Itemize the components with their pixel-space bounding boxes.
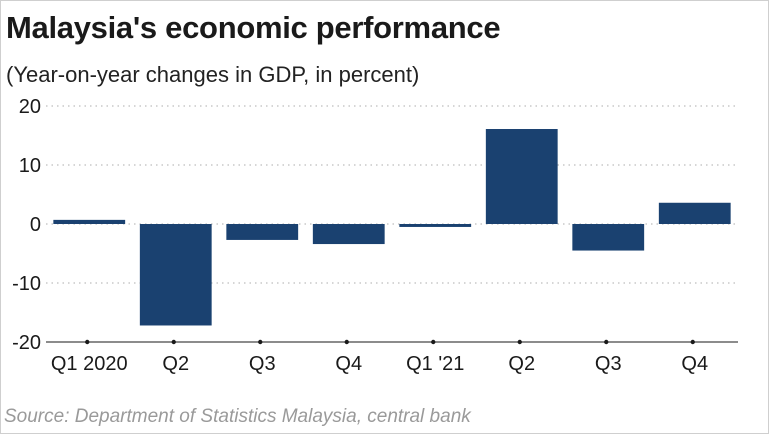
bars [53,129,731,326]
x-axis-ticks: Q1 2020 Q2 Q3 Q4 Q1 '21 Q2 Q3 Q4 [51,339,708,375]
bar-3 [312,224,385,245]
y-tick-label-3: -10 [12,273,41,295]
x-tick-label-5: Q2 [508,353,535,375]
x-tick-label-1: Q2 [162,353,189,375]
x-tick-mark-0 [85,339,90,345]
y-tick-label-1: 10 [19,155,41,177]
bar-6 [572,224,645,251]
x-tick-label-7: Q4 [681,353,708,375]
x-tick-mark-6 [604,339,609,345]
bar-7 [658,202,731,224]
x-tick-mark-2 [258,339,263,345]
x-tick-mark-1 [171,339,176,345]
x-tick-mark-7 [690,339,695,345]
bar-1 [139,224,212,326]
x-tick-mark-4 [431,339,436,345]
x-tick-label-6: Q3 [595,353,622,375]
bar-chart: 20 10 0 -10 -20 Q1 2020 Q2 Q3 Q4 Q1 '21 Q2 Q3 Q4 [12,96,738,375]
x-tick-label-0: Q1 2020 [51,353,128,375]
bar-4 [399,224,472,227]
y-axis-ticks: 20 10 0 -10 -20 [12,96,41,354]
y-tick-label-4: -20 [12,332,41,354]
x-tick-label-3: Q4 [335,353,362,375]
x-tick-mark-5 [517,339,522,345]
y-tick-label-0: 20 [19,96,41,118]
x-tick-label-4: Q1 '21 [406,353,464,375]
x-tick-label-2: Q3 [249,353,276,375]
bar-5 [485,129,558,224]
y-tick-label-2: 0 [30,214,41,236]
bar-2 [226,224,299,240]
x-tick-mark-3 [344,339,349,345]
bar-0 [53,219,126,224]
chart-title: Malaysia's economic performance [6,10,501,45]
chart-subtitle: (Year-on-year changes in GDP, in percent… [6,62,420,87]
source-note: Source: Department of Statistics Malaysi… [4,406,471,427]
